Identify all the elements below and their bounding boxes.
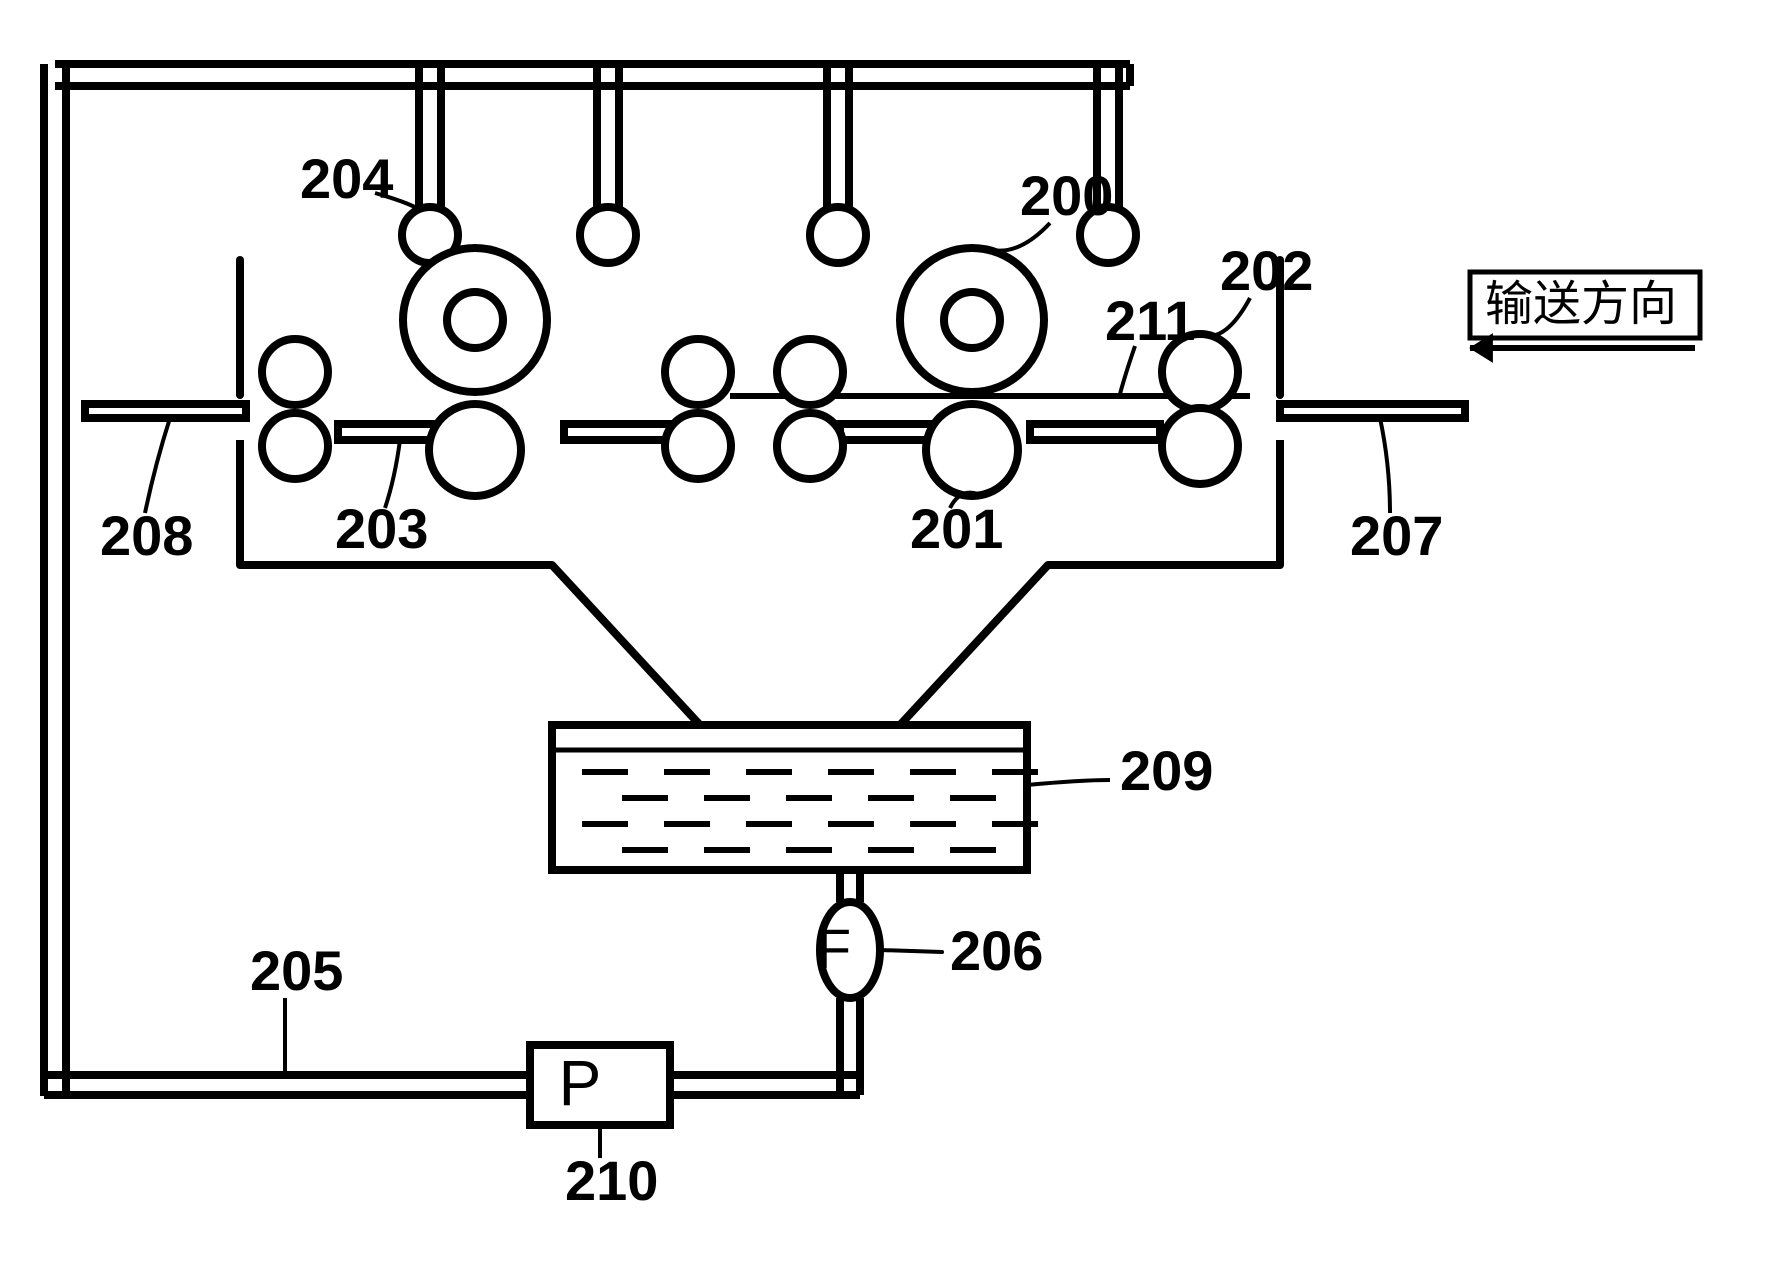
- label-211: 211: [1105, 289, 1195, 352]
- label-transport-direction: 输送方向: [1485, 278, 1677, 331]
- label-203: 203: [335, 497, 428, 560]
- label-206: 206: [950, 919, 1043, 982]
- label-202: 202: [1220, 239, 1313, 302]
- label-200: 200: [1020, 164, 1113, 227]
- label-210: 210: [565, 1149, 658, 1212]
- label-pump-P: P: [559, 1047, 602, 1119]
- label-209: 209: [1120, 739, 1213, 802]
- label-filter-F: F: [817, 917, 851, 980]
- label-201: 201: [910, 497, 1003, 560]
- label-208: 208: [100, 504, 193, 567]
- label-204: 204: [300, 147, 393, 210]
- label-205: 205: [250, 939, 343, 1002]
- label-207: 207: [1350, 504, 1443, 567]
